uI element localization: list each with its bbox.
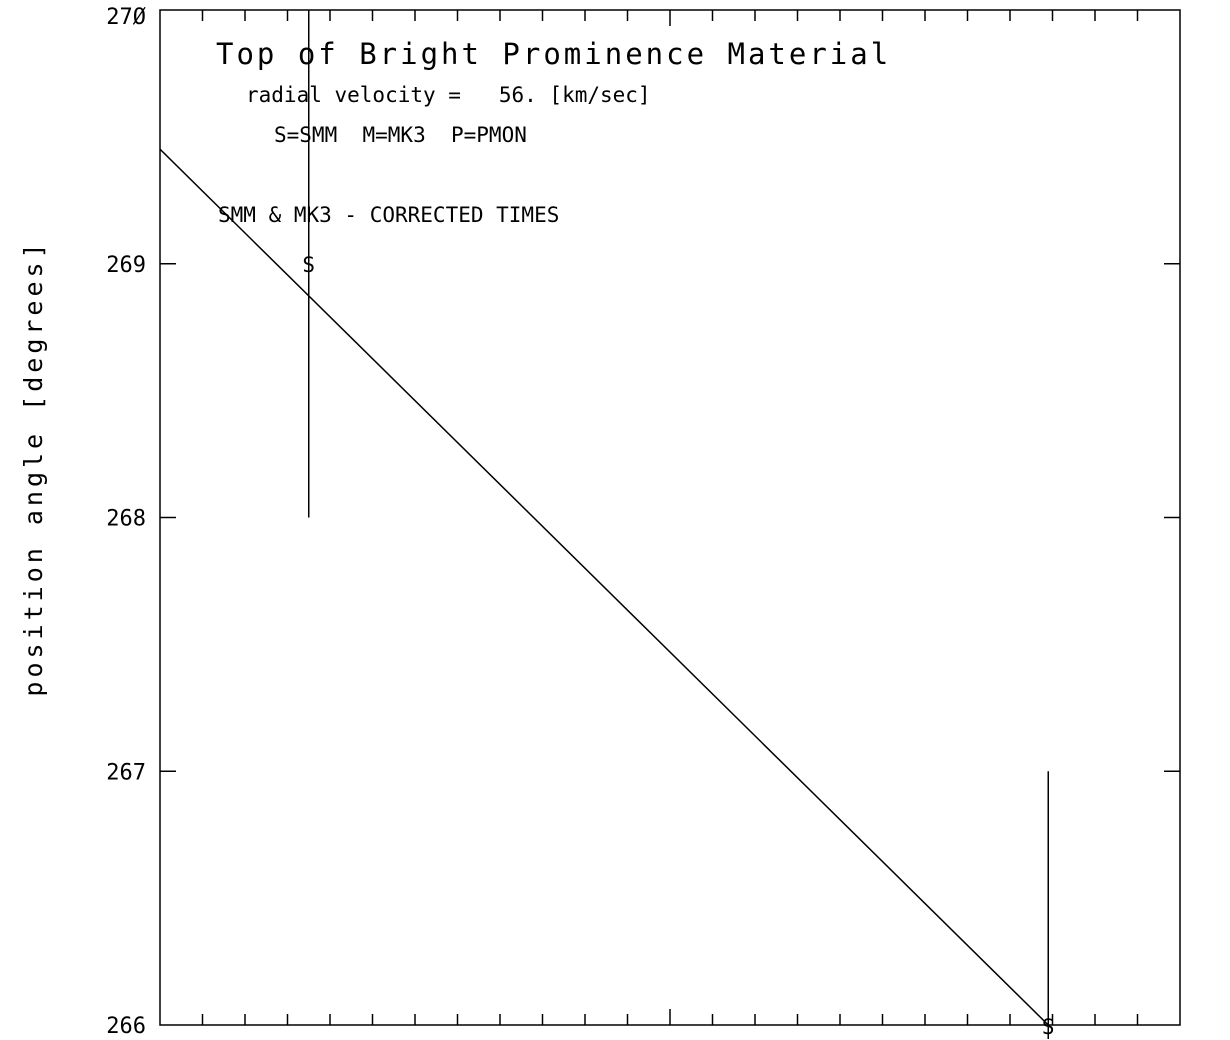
- legend-annotation: S=SMM M=MK3 P=PMON: [274, 123, 527, 147]
- radial-velocity-annotation: radial velocity = 56. [km/sec]: [246, 83, 651, 107]
- plot-frame: [159, 9, 1181, 1026]
- y-tick-label: 268: [106, 507, 146, 532]
- chart-title: Top of Bright Prominence Material: [216, 37, 891, 71]
- y-tick-label: 266: [106, 1014, 146, 1039]
- corrected-times-annotation: SMM & MK3 - CORRECTED TIMES: [218, 203, 559, 227]
- y-axis-label: position angle [degrees]: [19, 239, 48, 696]
- data-point-marker: S: [302, 253, 315, 277]
- fit-line: [160, 148, 1049, 1026]
- y-tick-label: 267: [106, 760, 146, 785]
- y-tick-label: 27Ø: [106, 5, 146, 30]
- y-tick-label: 269: [106, 253, 146, 278]
